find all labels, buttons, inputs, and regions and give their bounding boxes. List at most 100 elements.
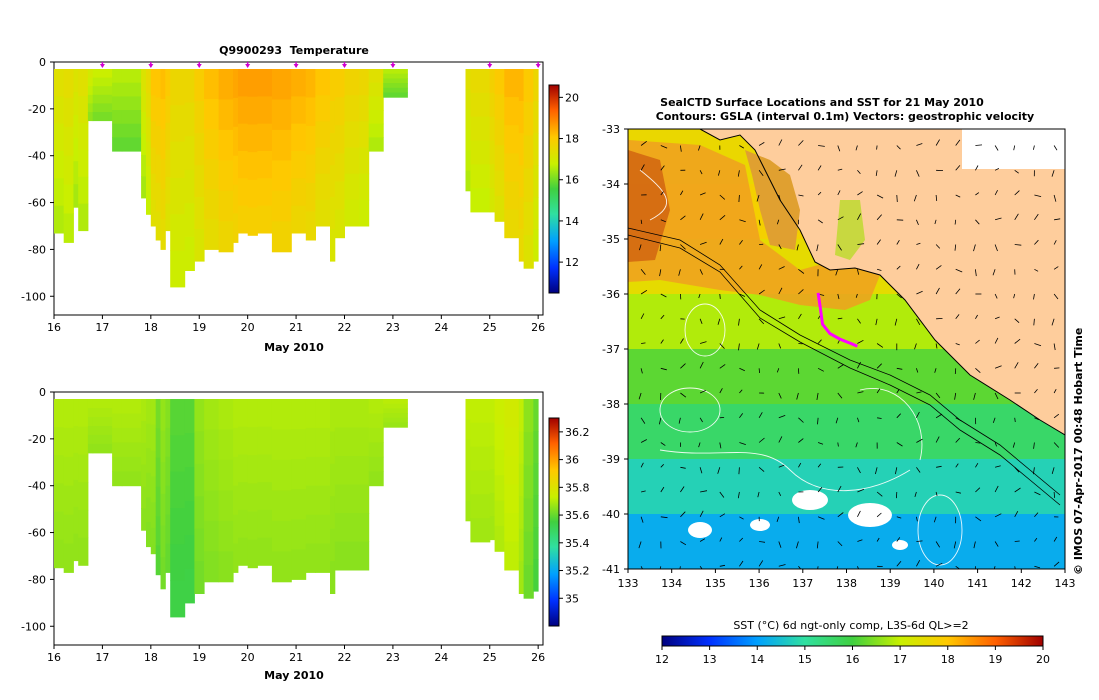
salinity-cell [54, 539, 65, 569]
velocity-vector [916, 540, 923, 542]
velocity-vector [817, 487, 823, 493]
temperature-cell [315, 173, 331, 201]
velocity-vector [1014, 318, 1020, 323]
x-tick-label: 23 [386, 321, 400, 334]
temperature-cell [54, 96, 65, 125]
velocity-vector [916, 318, 921, 325]
velocity-vector [934, 219, 937, 225]
salinity-cell [465, 480, 471, 501]
velocity-vector [916, 411, 920, 418]
velocity-vector [678, 269, 681, 276]
salinity-cell [150, 476, 157, 503]
temperature-cell [383, 83, 408, 89]
colorbar-tick-label: 14 [565, 215, 579, 228]
salinity-cell [315, 514, 331, 544]
salinity-cell [165, 485, 171, 516]
salinity-cell [504, 427, 520, 457]
salinity-cell [184, 399, 195, 434]
map-panel: SealCTD Surface Locations and SST for 21… [602, 96, 1085, 666]
temperature-cell [271, 69, 292, 100]
velocity-vector [916, 438, 923, 443]
profile-marker-head [487, 64, 493, 68]
salinity-cell [523, 399, 534, 433]
velocity-vector [1034, 417, 1040, 421]
velocity-vector [1033, 145, 1035, 150]
velocity-vector [857, 417, 860, 423]
temperature-cell [141, 176, 147, 199]
salinity-cell [315, 543, 331, 573]
temperature-cell [112, 82, 123, 97]
temperature-cell [92, 77, 113, 87]
temperature-panel: Q9900293 Temperature 16 17 18 19 20 21 22 23 24 2… [21, 44, 579, 354]
velocity-vector [817, 191, 822, 196]
temperature-cell [368, 137, 384, 152]
salinity-cell [160, 525, 166, 558]
salinity-cell [92, 399, 113, 409]
salinity-cell [73, 479, 79, 508]
velocity-vector [1033, 442, 1035, 449]
temperature-cell [368, 96, 384, 111]
velocity-vector [1033, 318, 1035, 326]
temperature-cell [334, 153, 345, 182]
salinity-cell [121, 413, 142, 429]
velocity-vector [993, 566, 996, 569]
temperature-cell [334, 125, 345, 154]
map-title: SealCTD Surface Locations and SST for 21… [660, 96, 984, 109]
temperature-cell [150, 69, 157, 96]
velocity-vector [640, 269, 646, 275]
velocity-vector [896, 239, 900, 245]
temperature-cell [330, 101, 336, 134]
temperature-cell [518, 197, 525, 230]
velocity-vector [699, 269, 703, 275]
velocity-vector [680, 244, 686, 250]
velocity-vector [719, 238, 724, 245]
temperature-cell [518, 133, 525, 166]
velocity-vector [778, 541, 782, 548]
velocity-vector [758, 219, 761, 226]
salinity-cell [271, 459, 292, 491]
velocity-vector [778, 244, 782, 250]
velocity-vector [817, 339, 822, 344]
salinity-colorbar [548, 417, 560, 627]
temperature-cell [54, 178, 65, 207]
velocity-vector [837, 190, 841, 196]
salinity-cell [334, 484, 345, 514]
temperature-cell [165, 176, 171, 205]
velocity-vector [875, 318, 878, 326]
temperature-cell [121, 110, 142, 125]
temperature-cell [218, 190, 234, 222]
spencer-gulf-water [745, 150, 800, 250]
velocity-vector [975, 192, 980, 196]
profile-marker-head [148, 64, 154, 68]
salinity-cell [92, 408, 113, 418]
colorbar-tick-label: 18 [565, 133, 579, 146]
temperature-cell [160, 99, 166, 130]
temperature-cell [194, 69, 205, 102]
velocity-vector [955, 268, 963, 273]
salinity-cell [170, 508, 186, 545]
velocity-vector [641, 490, 646, 493]
temperature-cell [523, 135, 534, 170]
velocity-vector [896, 367, 903, 370]
velocity-vector [916, 467, 921, 473]
salinity-cell [184, 467, 195, 502]
y-tick-label: -41 [602, 563, 620, 576]
salinity-cell [247, 483, 258, 512]
salinity-cell [170, 580, 186, 618]
profile-marker-head [245, 64, 251, 68]
salinity-cell [359, 484, 370, 514]
velocity-vector [738, 318, 740, 326]
salinity-cell [238, 509, 249, 539]
salinity-cell [465, 439, 471, 461]
salinity-cell [218, 459, 234, 491]
colorbar-tick-label: 16 [565, 174, 579, 187]
temperature-y-axis: 0 -20 -40 -60 -80 -100 [21, 56, 54, 303]
colorbar-tick-label: 20 [1036, 653, 1050, 666]
salinity-cell [238, 426, 249, 455]
temperature-cell [344, 147, 360, 175]
x-tick-label: 143 [1055, 577, 1076, 590]
temperature-cell [291, 96, 307, 125]
x-tick-label: 140 [923, 577, 944, 590]
velocity-vector [718, 170, 721, 176]
velocity-vector [739, 145, 745, 149]
